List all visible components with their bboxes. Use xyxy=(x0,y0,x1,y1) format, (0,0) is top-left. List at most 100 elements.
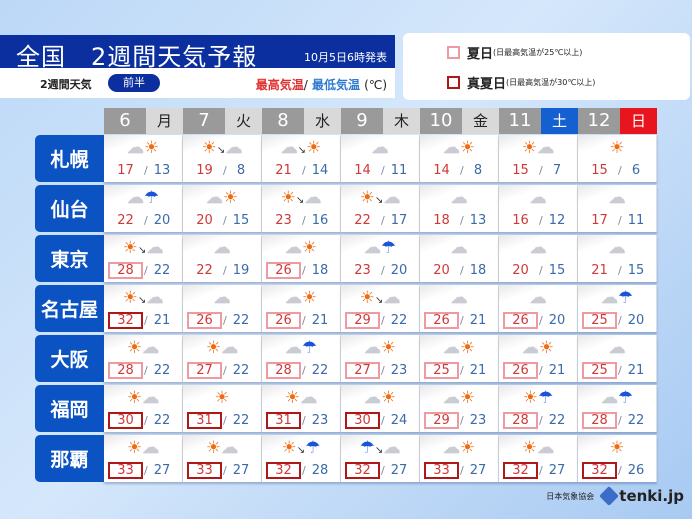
temperature-pair: 21 / 14 xyxy=(262,162,340,180)
temperature-pair: 27/ 22 xyxy=(183,362,261,380)
weather-icon: ☀☁ xyxy=(499,437,577,459)
forecast-cell: ☀↘☁ 22 / 17 xyxy=(341,185,420,232)
footer: 日本気象協会 tenki.jp xyxy=(546,486,684,506)
temperature-pair: 28/ 22 xyxy=(499,412,577,430)
forecast-cell: ☀↘☂ 32/28 xyxy=(262,435,341,482)
high-temp: 20 xyxy=(512,263,529,278)
low-temp: 27 xyxy=(469,463,487,478)
high-temp: 22 xyxy=(196,263,213,278)
high-temp: 25 xyxy=(582,312,617,329)
high-temp: 29 xyxy=(345,312,380,329)
cloud-icon: ☁ xyxy=(600,288,618,308)
sun-icon: ☀ xyxy=(205,438,222,458)
sun-icon: ☀ xyxy=(380,338,397,358)
day-number: 7 xyxy=(183,108,225,134)
high-temp: 21 xyxy=(275,163,292,178)
forecast-cell: ☀↘☁ 23 / 16 xyxy=(262,185,341,232)
forecast-cell: ☁☀ 30/24 xyxy=(341,385,420,432)
temperature-pair: 25/ 20 xyxy=(578,312,656,330)
sun-icon: ☀ xyxy=(459,438,476,458)
high-temp: 31 xyxy=(187,412,222,429)
city-row: 仙台 ☁☂ 22/20 ☁☀ 20/15 ☀↘☁ 23/16 ☀↘☁ 22/17 ☁ 18/13 ☁ 1… xyxy=(35,185,657,235)
forecast-cell: ☁☀ 27/23 xyxy=(341,335,420,382)
cloud-icon: ☁ xyxy=(608,338,626,358)
cloud-icon: ☁ xyxy=(300,388,318,408)
low-temp: 21 xyxy=(548,363,566,378)
forecast-cell: ☀☁ 27/ 22 xyxy=(183,335,262,382)
title-banner: 全国 2週間天気予報 10月5日6時発表 xyxy=(0,35,395,71)
low-temp: 12 xyxy=(548,213,566,228)
forecast-cell: ☂↘☁ 32/27 xyxy=(341,435,420,482)
high-temp: 33 xyxy=(187,462,222,479)
cloud-icon: ☁ xyxy=(284,288,302,308)
high-temp: 31 xyxy=(266,412,301,429)
low-temp: 15 xyxy=(548,263,566,278)
temperature-pair: 31/ 22 xyxy=(183,412,261,430)
high-temp: 22 xyxy=(354,213,371,228)
weather-icon: ☁ xyxy=(341,137,419,159)
low-temp: 22 xyxy=(232,363,250,378)
low-temp-label: 最低気温 xyxy=(311,78,360,92)
low-temp: 22 xyxy=(311,363,329,378)
weather-icon: ☁ xyxy=(420,287,498,309)
cloud-icon: ☁ xyxy=(600,388,618,408)
temp-separator: / xyxy=(618,164,622,177)
temp-separator: / xyxy=(144,464,148,477)
tenki-logo: tenki.jp xyxy=(599,486,684,506)
weather-icon: ☁☀ xyxy=(183,187,261,209)
forecast-cell: ☁☀ 14 / 8 xyxy=(420,135,499,182)
high-temp: 18 xyxy=(433,213,450,228)
cloud-icon: ☁ xyxy=(371,138,389,158)
high-temp: 27 xyxy=(187,362,222,379)
temp-separator: / xyxy=(223,164,227,177)
weekday: 金 xyxy=(462,108,499,134)
temp-separator: / xyxy=(381,364,385,377)
high-temp: 33 xyxy=(108,462,143,479)
temperature-pair: 32/ 27 xyxy=(341,462,419,480)
low-temp: 19 xyxy=(232,263,250,278)
low-temp: 20 xyxy=(390,263,408,278)
forecast-cell: ☀☂ 28/22 xyxy=(499,385,578,432)
association-name: 日本気象協会 xyxy=(546,491,595,501)
legend-label: 夏日 xyxy=(467,47,494,62)
city-label: 那覇 xyxy=(35,435,104,482)
cloud-icon: ☁ xyxy=(608,188,626,208)
weekday: 土 xyxy=(541,108,578,134)
forecast-cell: ☁↘☀ 21 / 14 xyxy=(262,135,341,182)
forecast-cell: ☁ 20 / 18 xyxy=(420,235,499,282)
cloud-icon: ☁ xyxy=(521,338,539,358)
temp-separator: / xyxy=(144,164,148,177)
forecast-cell: ☀ 32/ 26 xyxy=(578,435,657,482)
weather-icon: ☁☀ xyxy=(104,137,182,159)
low-temp: 22 xyxy=(627,413,645,428)
temperature-pair: 33/ 27 xyxy=(104,462,182,480)
day-header: 6 月 7 火 8 水 9 木 10 金 11 土 12 日 xyxy=(104,108,657,134)
temperature-pair: 22 / 19 xyxy=(183,262,261,280)
low-temp: 22 xyxy=(153,413,171,428)
city-label: 名古屋 xyxy=(35,285,104,332)
weather-icon: ☁☂ xyxy=(262,337,340,359)
high-temp: 26 xyxy=(187,312,222,329)
cloud-icon: ☁ xyxy=(450,238,468,258)
temperature-pair: 32/ 26 xyxy=(578,462,656,480)
weather-icon: ☁ xyxy=(183,287,261,309)
low-temp: 8 xyxy=(236,163,246,178)
temperature-pair: 32/ 21 xyxy=(104,312,182,330)
low-temp: 27 xyxy=(232,463,250,478)
high-temp: 26 xyxy=(266,262,301,279)
forecast-cell: ☀☁ 15 / 7 xyxy=(499,135,578,182)
forecast-cell: ☁ 26/ 21 xyxy=(420,285,499,332)
cloud-icon: ☁ xyxy=(146,238,164,258)
temp-separator: / xyxy=(460,314,464,327)
cloud-icon: ☁ xyxy=(304,188,322,208)
weather-icon: ☀☁ xyxy=(499,137,577,159)
weather-icon: ☁☀ xyxy=(499,337,577,359)
temp-separator: / xyxy=(381,464,385,477)
umbrella-icon: ☂ xyxy=(617,288,634,308)
first-half-badge: 前半 xyxy=(108,74,160,92)
temperature-pair: 26/ 20 xyxy=(499,312,577,330)
day-number: 12 xyxy=(578,108,620,134)
low-temp: 11 xyxy=(390,163,408,178)
